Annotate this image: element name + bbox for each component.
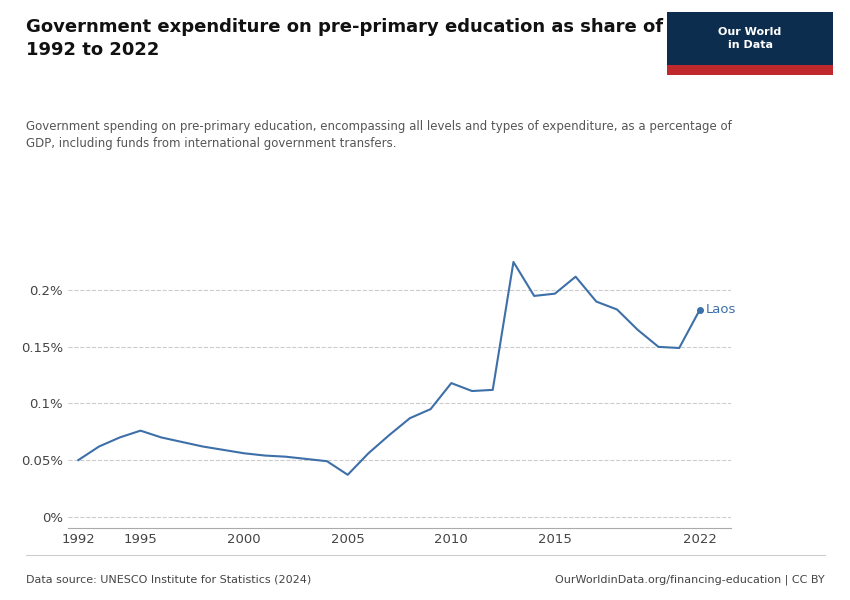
Text: Government spending on pre-primary education, encompassing all levels and types : Government spending on pre-primary educa… (26, 120, 731, 150)
Text: OurWorldinData.org/financing-education | CC BY: OurWorldinData.org/financing-education |… (555, 575, 824, 585)
Text: Laos: Laos (706, 303, 736, 316)
Text: Our World
in Data: Our World in Data (718, 27, 782, 50)
Text: Government expenditure on pre-primary education as share of GDP,
1992 to 2022: Government expenditure on pre-primary ed… (26, 18, 716, 59)
Text: Data source: UNESCO Institute for Statistics (2024): Data source: UNESCO Institute for Statis… (26, 575, 311, 585)
